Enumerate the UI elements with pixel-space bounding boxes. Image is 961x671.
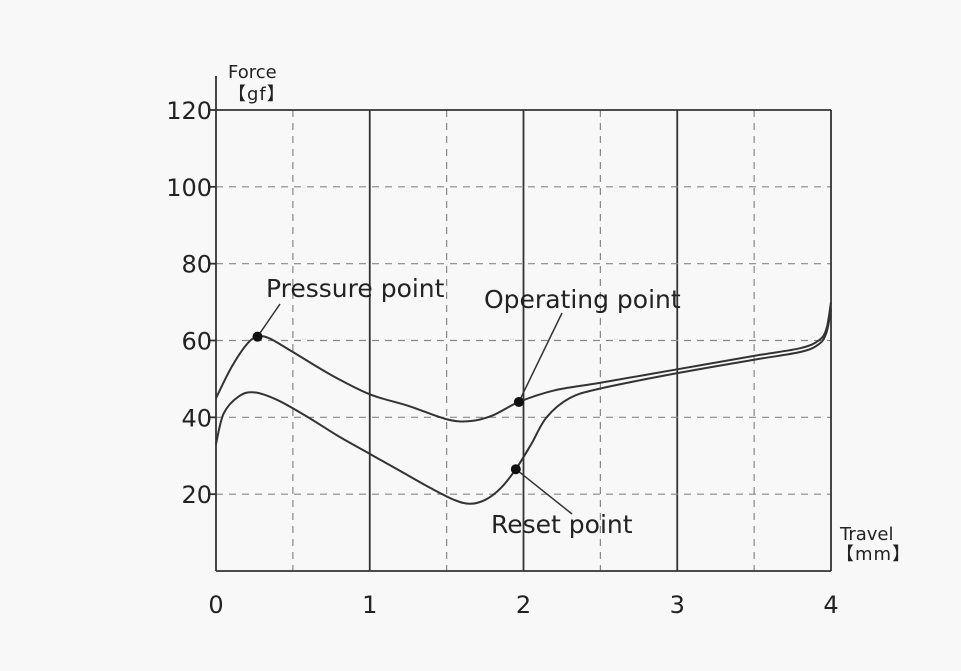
pressure-point-label: Pressure point [266, 274, 445, 303]
reset-point-label: Reset point [491, 510, 633, 539]
pressure-point-dot [252, 331, 263, 342]
pressure-point-leader [256, 303, 281, 338]
y-tick-label: 60 [181, 328, 212, 356]
y-axis-title: Force [228, 62, 277, 83]
x-tick-label: 1 [362, 591, 377, 619]
reset-point-leader [515, 468, 573, 515]
annotation-layer: Pressure point Operating point Reset point [252, 274, 681, 539]
y-axis-unit: 【gf】 [228, 84, 286, 105]
y-tick-label: 20 [181, 481, 212, 509]
operating-point-label: Operating point [484, 285, 681, 314]
x-tick-label: 3 [670, 591, 685, 619]
y-tick-label: 120 [166, 97, 212, 125]
x-axis-unit: 【mm】 [836, 544, 911, 565]
y-tick-label: 40 [181, 404, 212, 432]
x-tick-label: 4 [823, 591, 838, 619]
operating-point-dot [513, 396, 524, 407]
grid [216, 110, 831, 571]
force-curve-2 [215, 309, 832, 505]
tick-labels: 0 1 2 3 4 20 40 60 80 100 120 [166, 97, 838, 619]
y-tick-label: 80 [181, 251, 212, 279]
y-tick-label: 100 [166, 174, 212, 202]
x-tick-label: 0 [208, 591, 223, 619]
reset-point-dot [510, 464, 521, 475]
x-tick-label: 2 [516, 591, 531, 619]
axes [208, 76, 832, 572]
x-axis-title: Travel [839, 524, 894, 545]
operating-point-leader [518, 312, 563, 403]
